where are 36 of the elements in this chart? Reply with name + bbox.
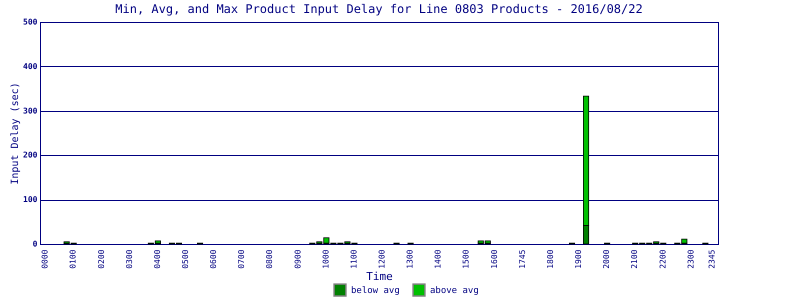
- x-tick-label: 0500: [180, 249, 190, 269]
- x-tick-label: 1300: [406, 249, 415, 269]
- y-tick-label: 400: [23, 62, 38, 71]
- x-tick-label: 0600: [209, 249, 218, 269]
- x-tick-label: 1200: [378, 249, 387, 269]
- legend-label: above avg: [430, 286, 479, 296]
- x-tick-label: 0000: [40, 249, 50, 269]
- x-tick-label: 1500: [462, 249, 471, 269]
- chart-title: Min, Avg, and Max Product Input Delay for Line 0803 Products - 2016/08/22: [115, 2, 643, 16]
- x-tick-label: 0400: [152, 249, 162, 269]
- x-tick-label: 0100: [68, 249, 78, 269]
- y-tick-label: 200: [23, 150, 38, 160]
- x-tick-label: 1745: [518, 249, 527, 269]
- x-tick-label: 0800: [265, 249, 274, 269]
- x-tick-label: 2300: [686, 249, 696, 269]
- x-tick-label: 1900: [574, 249, 584, 269]
- x-tick-label: 2200: [658, 249, 668, 269]
- x-tick-label: 0300: [124, 249, 134, 269]
- x-axis-title: Time: [366, 270, 393, 283]
- x-tick-label: 1000: [321, 249, 330, 269]
- y-tick-label: 0: [32, 240, 38, 248]
- x-tick-label: 1800: [546, 249, 555, 269]
- x-tick-label: 1600: [490, 249, 499, 269]
- x-tick-label: 2100: [630, 249, 640, 269]
- x-tick-label: 1100: [349, 249, 358, 269]
- legend-label: below avg: [351, 286, 400, 296]
- x-tick-label: 2345: [707, 249, 716, 269]
- y-tick-label: 100: [23, 195, 38, 204]
- x-tick-label: 2000: [602, 249, 612, 269]
- x-tick-label: 0700: [237, 249, 246, 269]
- x-tick-label: 1400: [434, 249, 443, 269]
- x-tick-label: 0900: [293, 249, 302, 269]
- y-tick-label: 300: [23, 106, 38, 116]
- y-tick-label: 500: [23, 18, 38, 26]
- x-tick-label: 0200: [96, 249, 106, 269]
- y-axis-title: Input Delay (sec): [10, 82, 22, 185]
